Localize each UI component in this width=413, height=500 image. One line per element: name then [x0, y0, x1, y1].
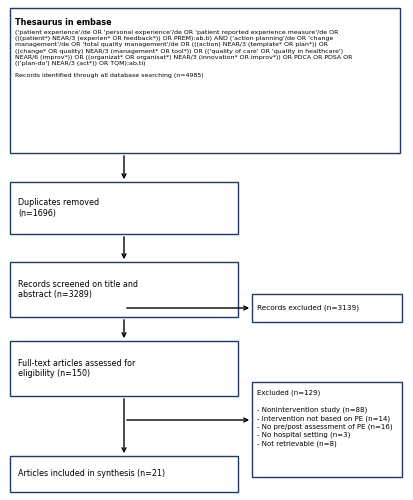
- Bar: [252, 294, 402, 322]
- Bar: [10, 8, 400, 153]
- Text: Records excluded (n=3139): Records excluded (n=3139): [257, 304, 359, 311]
- Bar: [252, 382, 402, 477]
- Text: Excluded (n=129)

- Nonintervention study (n=88)
- Intervention not based on PE : Excluded (n=129) - Nonintervention study…: [257, 390, 393, 447]
- Text: Full-text articles assessed for
eligibility (n=150): Full-text articles assessed for eligibil…: [18, 359, 135, 378]
- Text: Articles included in synthesis (n=21): Articles included in synthesis (n=21): [18, 470, 165, 478]
- Text: Records screened on title and
abstract (n=3289): Records screened on title and abstract (…: [18, 280, 138, 299]
- Bar: [10, 341, 238, 396]
- Bar: [10, 182, 238, 234]
- Bar: [10, 262, 238, 317]
- Text: Duplicates removed
(n=1696): Duplicates removed (n=1696): [18, 198, 99, 218]
- Text: Thesaurus in embase: Thesaurus in embase: [15, 18, 112, 27]
- Bar: [10, 456, 238, 492]
- Text: ('patient experience'/de OR 'personal experience'/de OR 'patient reported experi: ('patient experience'/de OR 'personal ex…: [15, 30, 352, 78]
